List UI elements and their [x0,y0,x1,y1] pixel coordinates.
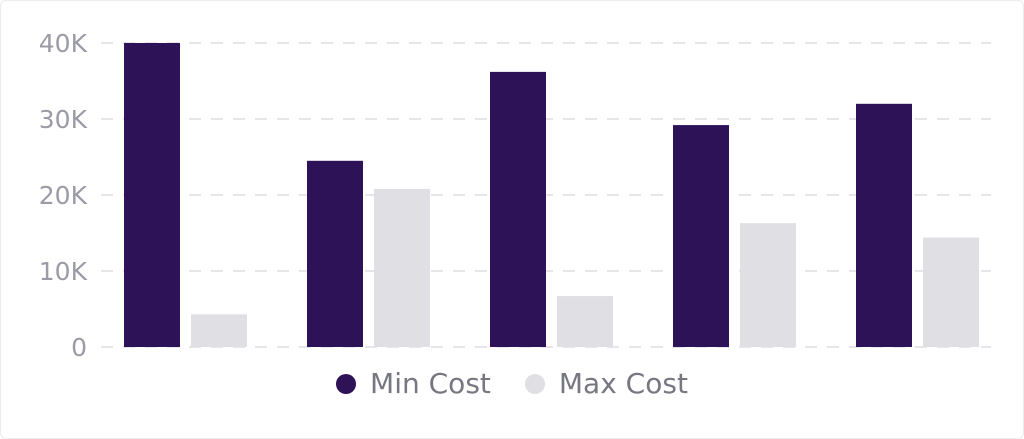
legend: Min Cost Max Cost [1,367,1023,400]
bar-min-cost-3[interactable] [490,71,546,347]
bar-max-cost-2[interactable] [374,188,430,347]
legend-item-max-cost[interactable]: Max Cost [524,367,688,400]
legend-swatch-max-cost [524,373,545,394]
y-axis-ticks: 0 10K 20K 30K 40K [39,29,88,362]
y-tick-label-4: 40K [39,29,88,58]
legend-swatch-min-cost [336,373,357,394]
bar-min-cost-2[interactable] [307,160,363,347]
bar-max-cost-3[interactable] [557,296,613,347]
legend-label-min-cost: Min Cost [370,367,491,400]
legend-label-max-cost: Max Cost [558,367,688,400]
y-tick-label-3: 30K [39,105,88,134]
bar-min-cost-1[interactable] [124,43,180,347]
y-tick-label-2: 20K [39,181,88,210]
y-tick-label-1: 10K [39,257,88,286]
y-tick-label-0: 0 [71,333,87,362]
bars [124,43,979,347]
legend-item-min-cost[interactable]: Min Cost [336,367,491,400]
bar-min-cost-5[interactable] [856,103,912,347]
bar-max-cost-5[interactable] [923,237,979,347]
bar-min-cost-4[interactable] [673,125,729,347]
bar-max-cost-4[interactable] [740,223,796,347]
bar-max-cost-1[interactable] [191,314,247,347]
